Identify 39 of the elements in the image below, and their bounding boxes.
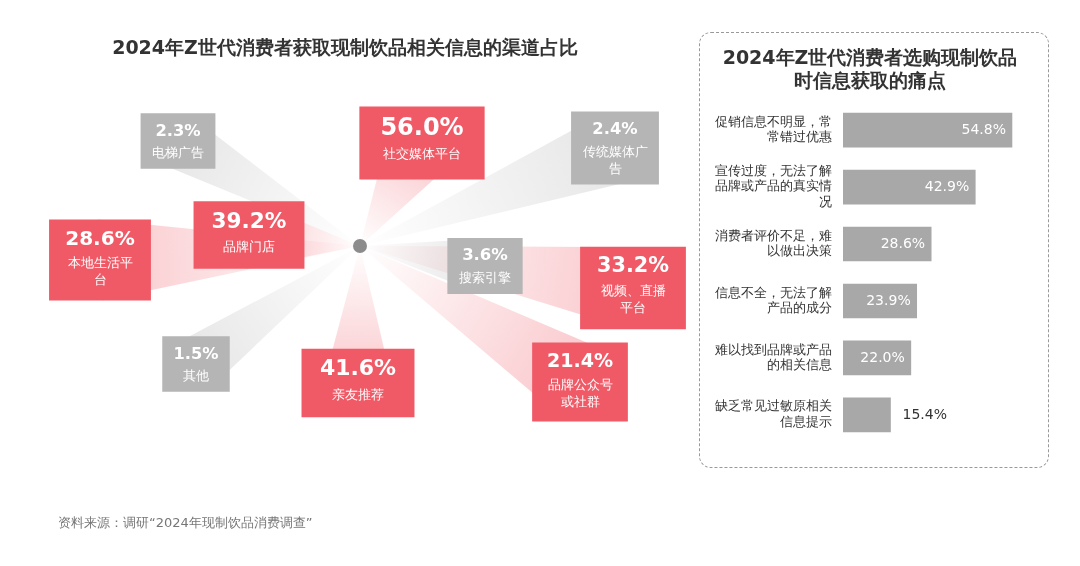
- data-label: 2.3%: [155, 120, 201, 140]
- category-label: 本地生活平台: [67, 255, 133, 288]
- category-label: 社交媒体平台: [383, 146, 461, 162]
- data-label: 42.9%: [924, 177, 970, 194]
- bar: [843, 397, 891, 433]
- text: 2024年Z世代消费者获取现制饮品相关信息的渠道占比: [112, 36, 578, 59]
- data-label: 54.8%: [961, 120, 1006, 137]
- data-label: 28.6%: [880, 234, 926, 251]
- y-tick-label: 信息不全，无法了解产品的成分: [715, 284, 832, 316]
- data-label: 15.4%: [902, 405, 947, 422]
- category-label: 视频、直播平台: [600, 283, 666, 316]
- data-label: 3.6%: [462, 245, 509, 265]
- category-label: 其他: [183, 368, 209, 384]
- chart-title: 2024年Z世代消费者选购现制饮品时信息获取的痛点: [722, 46, 1018, 92]
- data-label: 1.5%: [173, 343, 219, 363]
- category-label: 品牌门店: [223, 238, 275, 254]
- category-label: 亲友推荐: [332, 386, 384, 402]
- y-tick-label: 促销信息不明显，常常错过优惠: [715, 113, 832, 145]
- bar: [843, 226, 932, 262]
- bar: [843, 169, 976, 205]
- category-label: 传统媒体广告: [582, 143, 648, 176]
- bar: [843, 112, 1013, 148]
- y-tick-label: 难以找到品牌或产品的相关信息: [714, 341, 832, 373]
- category-label: 电梯广告: [152, 145, 204, 161]
- category-label: 搜索引擎: [459, 270, 511, 286]
- data-label: 28.6%: [65, 225, 135, 250]
- y-tick-label: 宣传过度，无法了解品牌或产品的真实情况: [715, 162, 832, 210]
- y-tick-label: 消费者评价不足，难以做出决策: [715, 227, 832, 259]
- text: 资料来源：调研“2024年现制饮品消费调查”: [58, 514, 314, 532]
- data-label: 21.4%: [546, 349, 614, 372]
- data-label: 22.0%: [860, 348, 905, 365]
- data-label: 56.0%: [380, 112, 464, 141]
- y-tick-label: 缺乏常见过敏原相关信息提示: [715, 398, 832, 430]
- data-label: 39.2%: [211, 207, 287, 233]
- data-label: 33.2%: [597, 253, 670, 278]
- category-label: 品牌公众号或社群: [547, 377, 613, 410]
- data-label: 41.6%: [319, 355, 397, 381]
- data-label: 2.4%: [592, 119, 638, 139]
- data-label: 23.9%: [866, 291, 911, 308]
